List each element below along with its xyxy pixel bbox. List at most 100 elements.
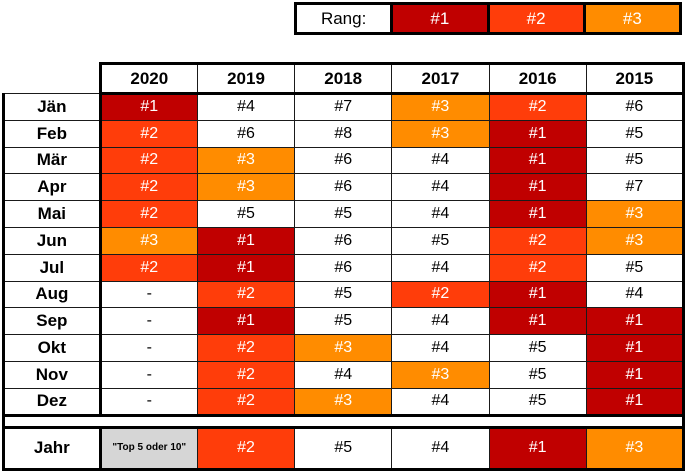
rank-cell: #1 <box>488 200 587 228</box>
rank-cell: #4 <box>391 173 490 202</box>
rank-cell: #1 <box>488 173 587 202</box>
rank-cell: #1 <box>99 93 198 121</box>
month-label: Okt <box>2 334 102 362</box>
month-row: Sep - #1 #5 #4 #1 #1 <box>2 307 685 336</box>
rank-cell: #5 <box>294 200 393 228</box>
spacer-cell <box>2 415 101 428</box>
spacer-cell <box>586 415 685 428</box>
month-row: Feb #2 #6 #8 #3 #1 #5 <box>2 119 685 148</box>
rank-cell: #2 <box>99 119 198 148</box>
spacer-cell <box>295 415 392 427</box>
rank-cell: #4 <box>391 200 490 228</box>
rank-cell: #1 <box>585 307 685 336</box>
rank-cell: #5 <box>196 200 296 228</box>
rank-cell: #5 <box>294 425 393 471</box>
rank-cell: #6 <box>294 173 393 202</box>
month-row: Aug - #2 #5 #2 #1 #4 <box>2 280 685 309</box>
rank-cell: #4 <box>294 360 393 389</box>
rank-cell: #6 <box>294 253 393 282</box>
month-label: Feb <box>2 119 102 148</box>
rank-cell: #4 <box>391 387 490 417</box>
rank-cell: #2 <box>196 334 296 362</box>
month-row: Mai #2 #5 #5 #4 #1 #3 <box>2 200 685 228</box>
year-header: 2015 <box>585 62 685 95</box>
rank-cell: #2 <box>488 226 587 255</box>
rank-cell: #1 <box>585 334 685 362</box>
rank-cell: #7 <box>585 173 685 202</box>
month-label: Mär <box>2 146 102 175</box>
rank-cell: #1 <box>488 146 587 175</box>
rank-cell: #4 <box>585 280 685 309</box>
month-label: Mai <box>2 200 102 228</box>
rank-cell: - <box>99 307 198 336</box>
rank-cell: #5 <box>488 387 587 417</box>
rank-cell: #5 <box>585 146 685 175</box>
spacer-cell <box>197 415 294 427</box>
rank-cell: #1 <box>488 119 587 148</box>
month-label: Jul <box>2 253 102 282</box>
month-row: Mär #2 #3 #6 #4 #1 #5 <box>2 146 685 175</box>
rank-cell: #6 <box>196 119 296 148</box>
rank-cell: #4 <box>391 334 490 362</box>
year-total-label: Jahr <box>2 425 102 471</box>
rank-cell: #5 <box>488 360 587 389</box>
month-label: Jän <box>2 93 102 121</box>
rank-cell: #3 <box>391 119 490 148</box>
rank-cell: #1 <box>585 360 685 389</box>
rank-cell: #4 <box>391 253 490 282</box>
rank-cell: #4 <box>391 425 490 471</box>
legend-label: Rang: <box>297 5 391 32</box>
rank-cell: - <box>99 280 198 309</box>
rank-cell: - <box>99 334 198 362</box>
month-row: Okt - #2 #3 #4 #5 #1 <box>2 334 685 362</box>
rank-cell: #2 <box>99 253 198 282</box>
legend-rank-1: #1 <box>390 5 487 32</box>
rank-cell: #1 <box>196 307 296 336</box>
rank-cell: #3 <box>391 93 490 121</box>
rank-cell: #4 <box>391 146 490 175</box>
rank-cell: #4 <box>196 93 296 121</box>
month-label: Aug <box>2 280 102 309</box>
month-row: Jän #1 #4 #7 #3 #2 #6 <box>2 93 685 121</box>
legend-rank-3: #3 <box>582 5 679 32</box>
year-header: 2017 <box>391 62 490 95</box>
month-row: Dez - #2 #3 #4 #5 #1 <box>2 387 685 417</box>
rank-cell: #6 <box>294 146 393 175</box>
legend-rank-2: #2 <box>486 5 583 32</box>
month-label: Dez <box>2 387 102 417</box>
rank-cell: #1 <box>488 280 587 309</box>
rank-cell: #3 <box>585 226 685 255</box>
rank-cell: #6 <box>294 226 393 255</box>
spacer-cell <box>100 415 197 427</box>
rank-cell: #2 <box>196 387 296 417</box>
rank-cell: #2 <box>488 93 587 121</box>
rank-cell: #5 <box>391 226 490 255</box>
rank-cell: #1 <box>488 307 587 336</box>
month-row: Jun #3 #1 #6 #5 #2 #3 <box>2 226 685 255</box>
month-label: Sep <box>2 307 102 336</box>
month-row: Jul #2 #1 #6 #4 #2 #5 <box>2 253 685 282</box>
rank-cell: #5 <box>294 280 393 309</box>
month-row: Apr #2 #3 #6 #4 #1 #7 <box>2 173 685 202</box>
rank-cell: #5 <box>294 307 393 336</box>
rank-cell: #3 <box>294 387 393 417</box>
year-header-row: 2020 2019 2018 2017 2016 2015 <box>3 62 685 95</box>
rank-cell: #5 <box>585 119 685 148</box>
rank-cell: #3 <box>391 360 490 389</box>
rank-cell: #2 <box>99 173 198 202</box>
rank-cell: #4 <box>391 307 490 336</box>
spacer-row <box>2 415 685 428</box>
year-note-cell: "Top 5 oder 10" <box>99 425 198 471</box>
rank-cell: #1 <box>196 253 296 282</box>
month-label: Apr <box>2 173 102 202</box>
rank-cell: - <box>99 360 198 389</box>
year-total-row: Jahr "Top 5 oder 10" #2 #5 #4 #1 #3 <box>2 425 685 471</box>
month-row: Nov - #2 #4 #3 #5 #1 <box>2 360 685 389</box>
rank-cell: #6 <box>585 93 685 121</box>
year-header: 2016 <box>488 62 587 95</box>
rank-table: 2020 2019 2018 2017 2016 2015 Jän #1 #4 #7 #3 #2 #6 F… <box>2 62 685 471</box>
rank-cell: #3 <box>294 334 393 362</box>
rank-cell: #2 <box>196 425 296 471</box>
rank-cell: #7 <box>294 93 393 121</box>
month-label: Jun <box>2 226 102 255</box>
